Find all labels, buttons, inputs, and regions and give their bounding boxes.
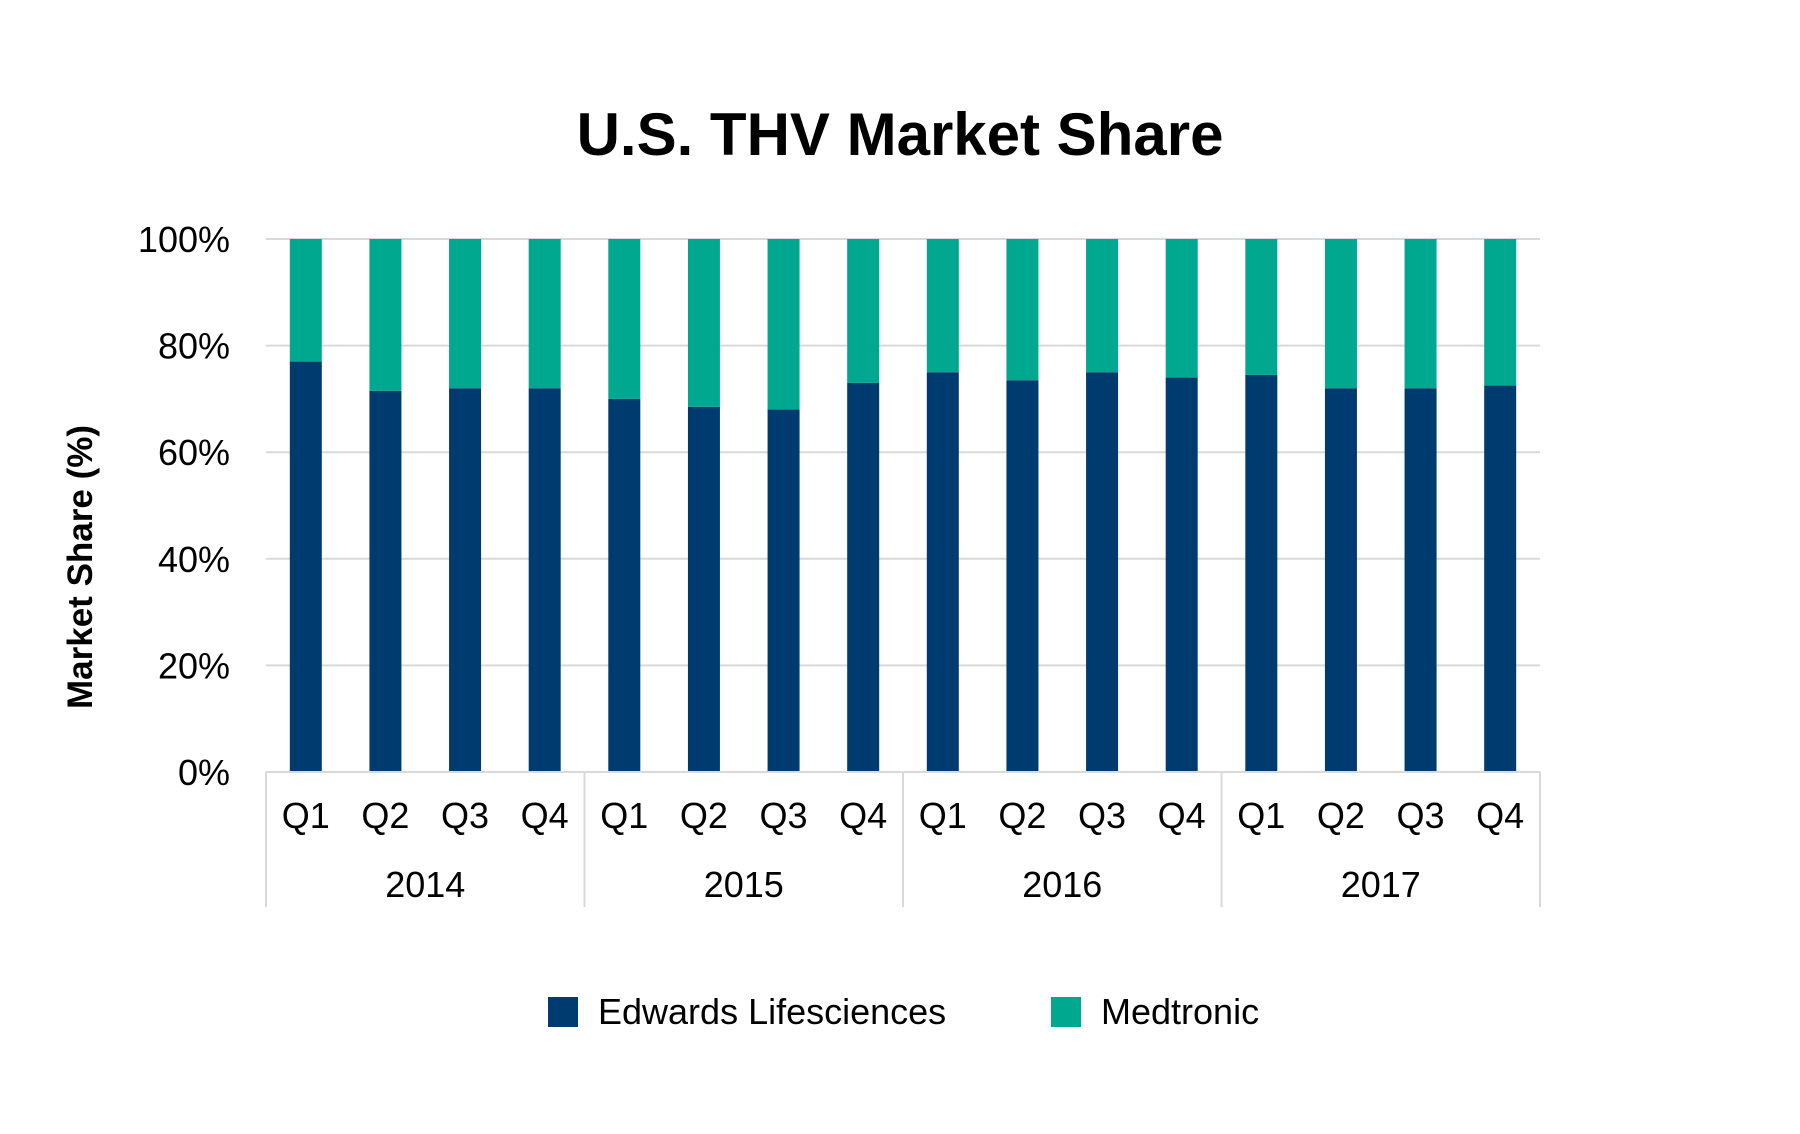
bar-edwards-lifesciences (528, 388, 561, 772)
legend-label-edwards-lifesciences: Edwards Lifesciences (598, 991, 946, 1032)
x-tick-label: Q4 (839, 795, 887, 836)
bars (289, 239, 1517, 772)
bar-edwards-lifesciences (1324, 388, 1357, 772)
x-tick-label: Q1 (600, 795, 648, 836)
bar-medtronic (528, 239, 561, 389)
bar-medtronic (767, 239, 800, 410)
legend: Edwards Lifesciences Medtronic (548, 991, 1259, 1032)
chart-title: U.S. THV Market Share (577, 101, 1224, 168)
bar-medtronic (1245, 239, 1278, 375)
bar-edwards-lifesciences (1404, 388, 1437, 772)
x-group-label: 2016 (1022, 864, 1102, 905)
x-tick-label: Q4 (1158, 795, 1206, 836)
x-tick-label: Q2 (361, 795, 409, 836)
x-group-label: 2017 (1341, 864, 1421, 905)
bar-edwards-lifesciences (608, 398, 641, 772)
x-tick-label: Q3 (1397, 795, 1445, 836)
bar-medtronic (1165, 239, 1198, 378)
y-axis: 0% 20% 40% 60% 80% 100% (138, 219, 230, 793)
x-tick-label: Q2 (680, 795, 728, 836)
x-tick-label: Q3 (760, 795, 808, 836)
bar-medtronic (608, 239, 641, 399)
bar-medtronic (1006, 239, 1039, 381)
x-tick-label: Q1 (1237, 795, 1285, 836)
bar-edwards-lifesciences (289, 361, 322, 772)
bar-edwards-lifesciences (1245, 374, 1278, 772)
x-tick-label: Q4 (521, 795, 569, 836)
x-tick-label: Q1 (282, 795, 330, 836)
bar-edwards-lifesciences (1086, 372, 1119, 772)
bar-edwards-lifesciences (767, 409, 800, 772)
y-tick-label: 40% (158, 539, 230, 580)
bar-edwards-lifesciences (687, 406, 720, 772)
bar-medtronic (289, 239, 322, 362)
bar-edwards-lifesciences (369, 390, 402, 772)
x-tick-label: Q2 (1317, 795, 1365, 836)
bar-edwards-lifesciences (449, 388, 482, 772)
bar-edwards-lifesciences (847, 382, 880, 772)
bar-medtronic (1324, 239, 1357, 389)
y-tick-label: 80% (158, 326, 230, 367)
y-tick-label: 20% (158, 645, 230, 686)
bar-medtronic (1086, 239, 1119, 373)
x-group-label: 2014 (385, 864, 465, 905)
bar-edwards-lifesciences (926, 372, 959, 772)
bar-edwards-lifesciences (1484, 385, 1517, 772)
x-axis: Q1 Q2 Q3 Q4 Q1 Q2 Q3 Q4 Q1 Q2 Q3 Q4 Q1 Q2 Q3 Q4 2014 2015… (265, 771, 1541, 907)
x-tick-label: Q3 (1078, 795, 1126, 836)
bar-medtronic (449, 239, 482, 389)
bar-medtronic (926, 239, 959, 373)
bar-medtronic (847, 239, 880, 383)
legend-swatch-edwards-lifesciences (548, 997, 578, 1027)
y-tick-label: 0% (178, 752, 230, 793)
bar-medtronic (687, 239, 720, 407)
y-axis-title: Market Share (%) (61, 425, 100, 709)
x-tick-label: Q2 (998, 795, 1046, 836)
y-tick-label: 60% (158, 432, 230, 473)
legend-label-medtronic: Medtronic (1101, 991, 1259, 1032)
y-tick-label: 100% (138, 219, 230, 260)
bar-edwards-lifesciences (1165, 377, 1198, 772)
legend-swatch-medtronic (1051, 997, 1081, 1027)
x-tick-label: Q1 (919, 795, 967, 836)
bar-medtronic (369, 239, 402, 391)
bar-medtronic (1404, 239, 1437, 389)
x-tick-label: Q3 (441, 795, 489, 836)
x-group-label: 2015 (704, 864, 784, 905)
bar-medtronic (1484, 239, 1517, 386)
bar-edwards-lifesciences (1006, 380, 1039, 772)
x-tick-label: Q4 (1476, 795, 1524, 836)
